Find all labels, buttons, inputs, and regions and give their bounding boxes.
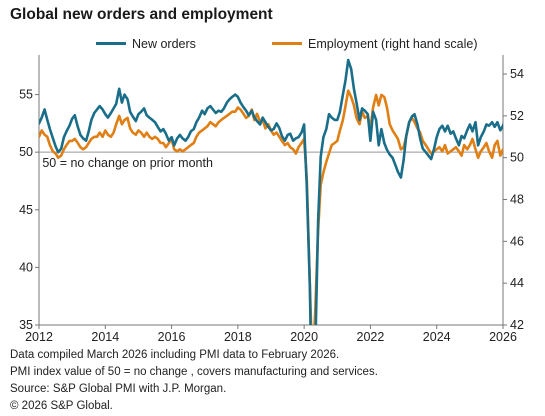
- footnote-source: Source: S&P Global PMI with J.P. Morgan.: [10, 383, 227, 395]
- left-tick-label: 40: [19, 260, 33, 274]
- left-tick-label: 50: [19, 145, 33, 159]
- right-tick-label: 54: [510, 67, 524, 81]
- left-tick-label: 45: [19, 203, 33, 217]
- legend-item-employment: Employment (right hand scale): [272, 37, 478, 51]
- left-tick-label: 35: [19, 318, 33, 332]
- right-tick-label: 46: [510, 234, 524, 248]
- legend-item-new-orders: New orders: [96, 37, 196, 51]
- left-tick-label: 55: [19, 88, 33, 102]
- right-tick-label: 42: [510, 318, 524, 332]
- x-tick-label: 2024: [423, 330, 451, 344]
- reference-annotation: 50 = no change on prior month: [42, 156, 213, 170]
- series-line-new-orders: [39, 58, 503, 325]
- right-tick-label: 50: [510, 151, 524, 165]
- footnote-data-compiled: Data compiled March 2026 including PMI d…: [10, 349, 340, 361]
- legend-label-employment: Employment (right hand scale): [308, 37, 478, 51]
- chart-title: Global new orders and employment: [10, 6, 273, 23]
- legend-swatch-new-orders: [96, 42, 126, 46]
- right-tick-label: 52: [510, 109, 524, 123]
- right-tick-label: 48: [510, 193, 524, 207]
- x-tick-label: 2026: [489, 330, 517, 344]
- x-tick-label: 2020: [290, 330, 318, 344]
- x-tick-label: 2016: [158, 330, 186, 344]
- dual-axis-line-chart: 35 40 45 50 55 42 44 46 48 50 52 54 2012 2014 2016 2018…: [19, 55, 524, 344]
- right-tick-label: 44: [510, 276, 524, 290]
- legend-label-new-orders: New orders: [132, 37, 196, 51]
- x-tick-label: 2012: [25, 330, 53, 344]
- x-tick-label: 2022: [357, 330, 385, 344]
- x-tick-label: 2018: [224, 330, 252, 344]
- footnote-copyright: © 2026 S&P Global.: [10, 400, 113, 412]
- x-tick-label: 2014: [91, 330, 119, 344]
- series-line-employment: [39, 89, 503, 325]
- footnote-pmi-definition: PMI index value of 50 = no change , cove…: [10, 366, 378, 378]
- legend-swatch-employment: [272, 42, 302, 46]
